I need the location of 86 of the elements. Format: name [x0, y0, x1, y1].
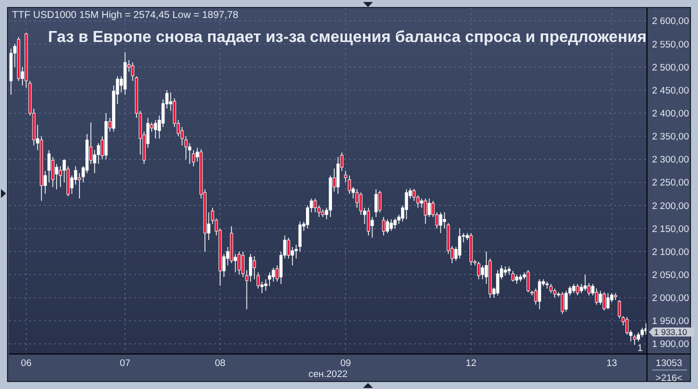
- y-tick-label: 2 550,00: [652, 39, 689, 50]
- x-tick-label: 12: [466, 358, 476, 369]
- candlestick: [404, 188, 408, 220]
- candlestick: [272, 267, 275, 282]
- y-tick-label: 2 100,00: [652, 246, 689, 258]
- candlestick: [602, 292, 606, 312]
- candlestick: [584, 274, 587, 292]
- x-tick-label: 09: [340, 358, 351, 369]
- candlestick: [424, 198, 428, 224]
- candlestick: [336, 156, 340, 194]
- candlestick: [192, 150, 196, 167]
- candlestick: [598, 290, 602, 306]
- text: Газ в Европе снова падает из-за смещения баланса спроса и предложения: [48, 29, 647, 46]
- y-tick-label: 2 300,00: [652, 154, 689, 166]
- candlestick: [55, 164, 58, 190]
- y-tick-label: 2 250,00: [652, 178, 689, 189]
- candlestick: [458, 228, 462, 259]
- candlestick: [428, 198, 431, 218]
- x-tick-label: 07: [120, 358, 130, 369]
- candlestick: [386, 218, 390, 234]
- y-tick-label: 2 000,00: [652, 293, 689, 304]
- candlestick: [587, 282, 591, 296]
- candlestick: [618, 300, 621, 319]
- candlestick: [154, 120, 158, 139]
- candlestick: [355, 188, 359, 208]
- candlestick: [636, 332, 640, 342]
- candlestick: [47, 150, 51, 183]
- x-axis-title: сен.2022: [308, 369, 348, 380]
- x-tick-label: 06: [20, 358, 32, 369]
- y-tick-label: 2 500,00: [652, 62, 689, 74]
- x-tick-label: 13: [606, 358, 618, 369]
- candlestick: [633, 334, 636, 346]
- candlestick: [538, 278, 542, 310]
- candlestick: [393, 218, 397, 229]
- candlestick: [546, 281, 549, 289]
- candlestick: [572, 283, 576, 294]
- candlestick: [241, 251, 245, 278]
- candlestick: [606, 292, 610, 310]
- y-tick-label: 2 400,00: [652, 108, 689, 120]
- candlestick: [286, 237, 290, 259]
- candlestick: [382, 216, 386, 236]
- candlestick: [374, 188, 378, 218]
- candlestick: [131, 62, 134, 82]
- candlestick: [268, 272, 272, 287]
- candlestick: [580, 283, 583, 294]
- text: 1 933,10: [654, 326, 688, 337]
- candlestick: [439, 212, 442, 234]
- text: 13053: [656, 358, 682, 369]
- candlestick: [504, 266, 507, 276]
- candlestick: [625, 316, 629, 336]
- y-tick-label: 1 900,00: [652, 339, 689, 350]
- candlestick: [477, 261, 480, 280]
- candlestick: [640, 327, 644, 338]
- candlestick: [560, 292, 564, 314]
- candlestick: [390, 218, 393, 232]
- candlestick: [378, 190, 382, 213]
- candlestick: [248, 253, 252, 282]
- y-tick-label: 2 150,00: [652, 224, 689, 235]
- candlestick: [238, 251, 241, 276]
- candlestick: [526, 270, 530, 293]
- candlestick: [549, 283, 553, 294]
- candlestick: [515, 274, 518, 284]
- y-tick-label: 1 950,00: [652, 316, 689, 328]
- candlestick: [480, 265, 484, 280]
- y-tick-label: 2 350,00: [652, 132, 689, 143]
- candlestick: [614, 292, 618, 300]
- annotation: 1: [637, 343, 643, 354]
- candlestick: [553, 288, 556, 298]
- y-tick-label: 2 450,00: [652, 85, 689, 96]
- y-tick-label: 2 600,00: [652, 16, 689, 28]
- candlestick: [412, 188, 416, 202]
- candlestick: [298, 221, 302, 252]
- candlestick: [366, 207, 370, 236]
- y-tick-label: 2 200,00: [652, 200, 689, 212]
- x-tick-label: 08: [214, 358, 226, 369]
- candlestick: [576, 283, 580, 296]
- text: >216<: [656, 373, 683, 384]
- candlestick: [314, 198, 317, 213]
- candlestick: [511, 270, 514, 282]
- candlestick: [96, 142, 100, 164]
- candlestick: [564, 290, 568, 312]
- candlestick: [348, 175, 351, 194]
- chart-subtitle: TTF USD1000 15M High = 2574,45 Low = 1897,78: [12, 10, 239, 21]
- y-tick-label: 2 050,00: [652, 270, 689, 281]
- candlestick: [496, 270, 500, 296]
- candlestick: [594, 288, 598, 306]
